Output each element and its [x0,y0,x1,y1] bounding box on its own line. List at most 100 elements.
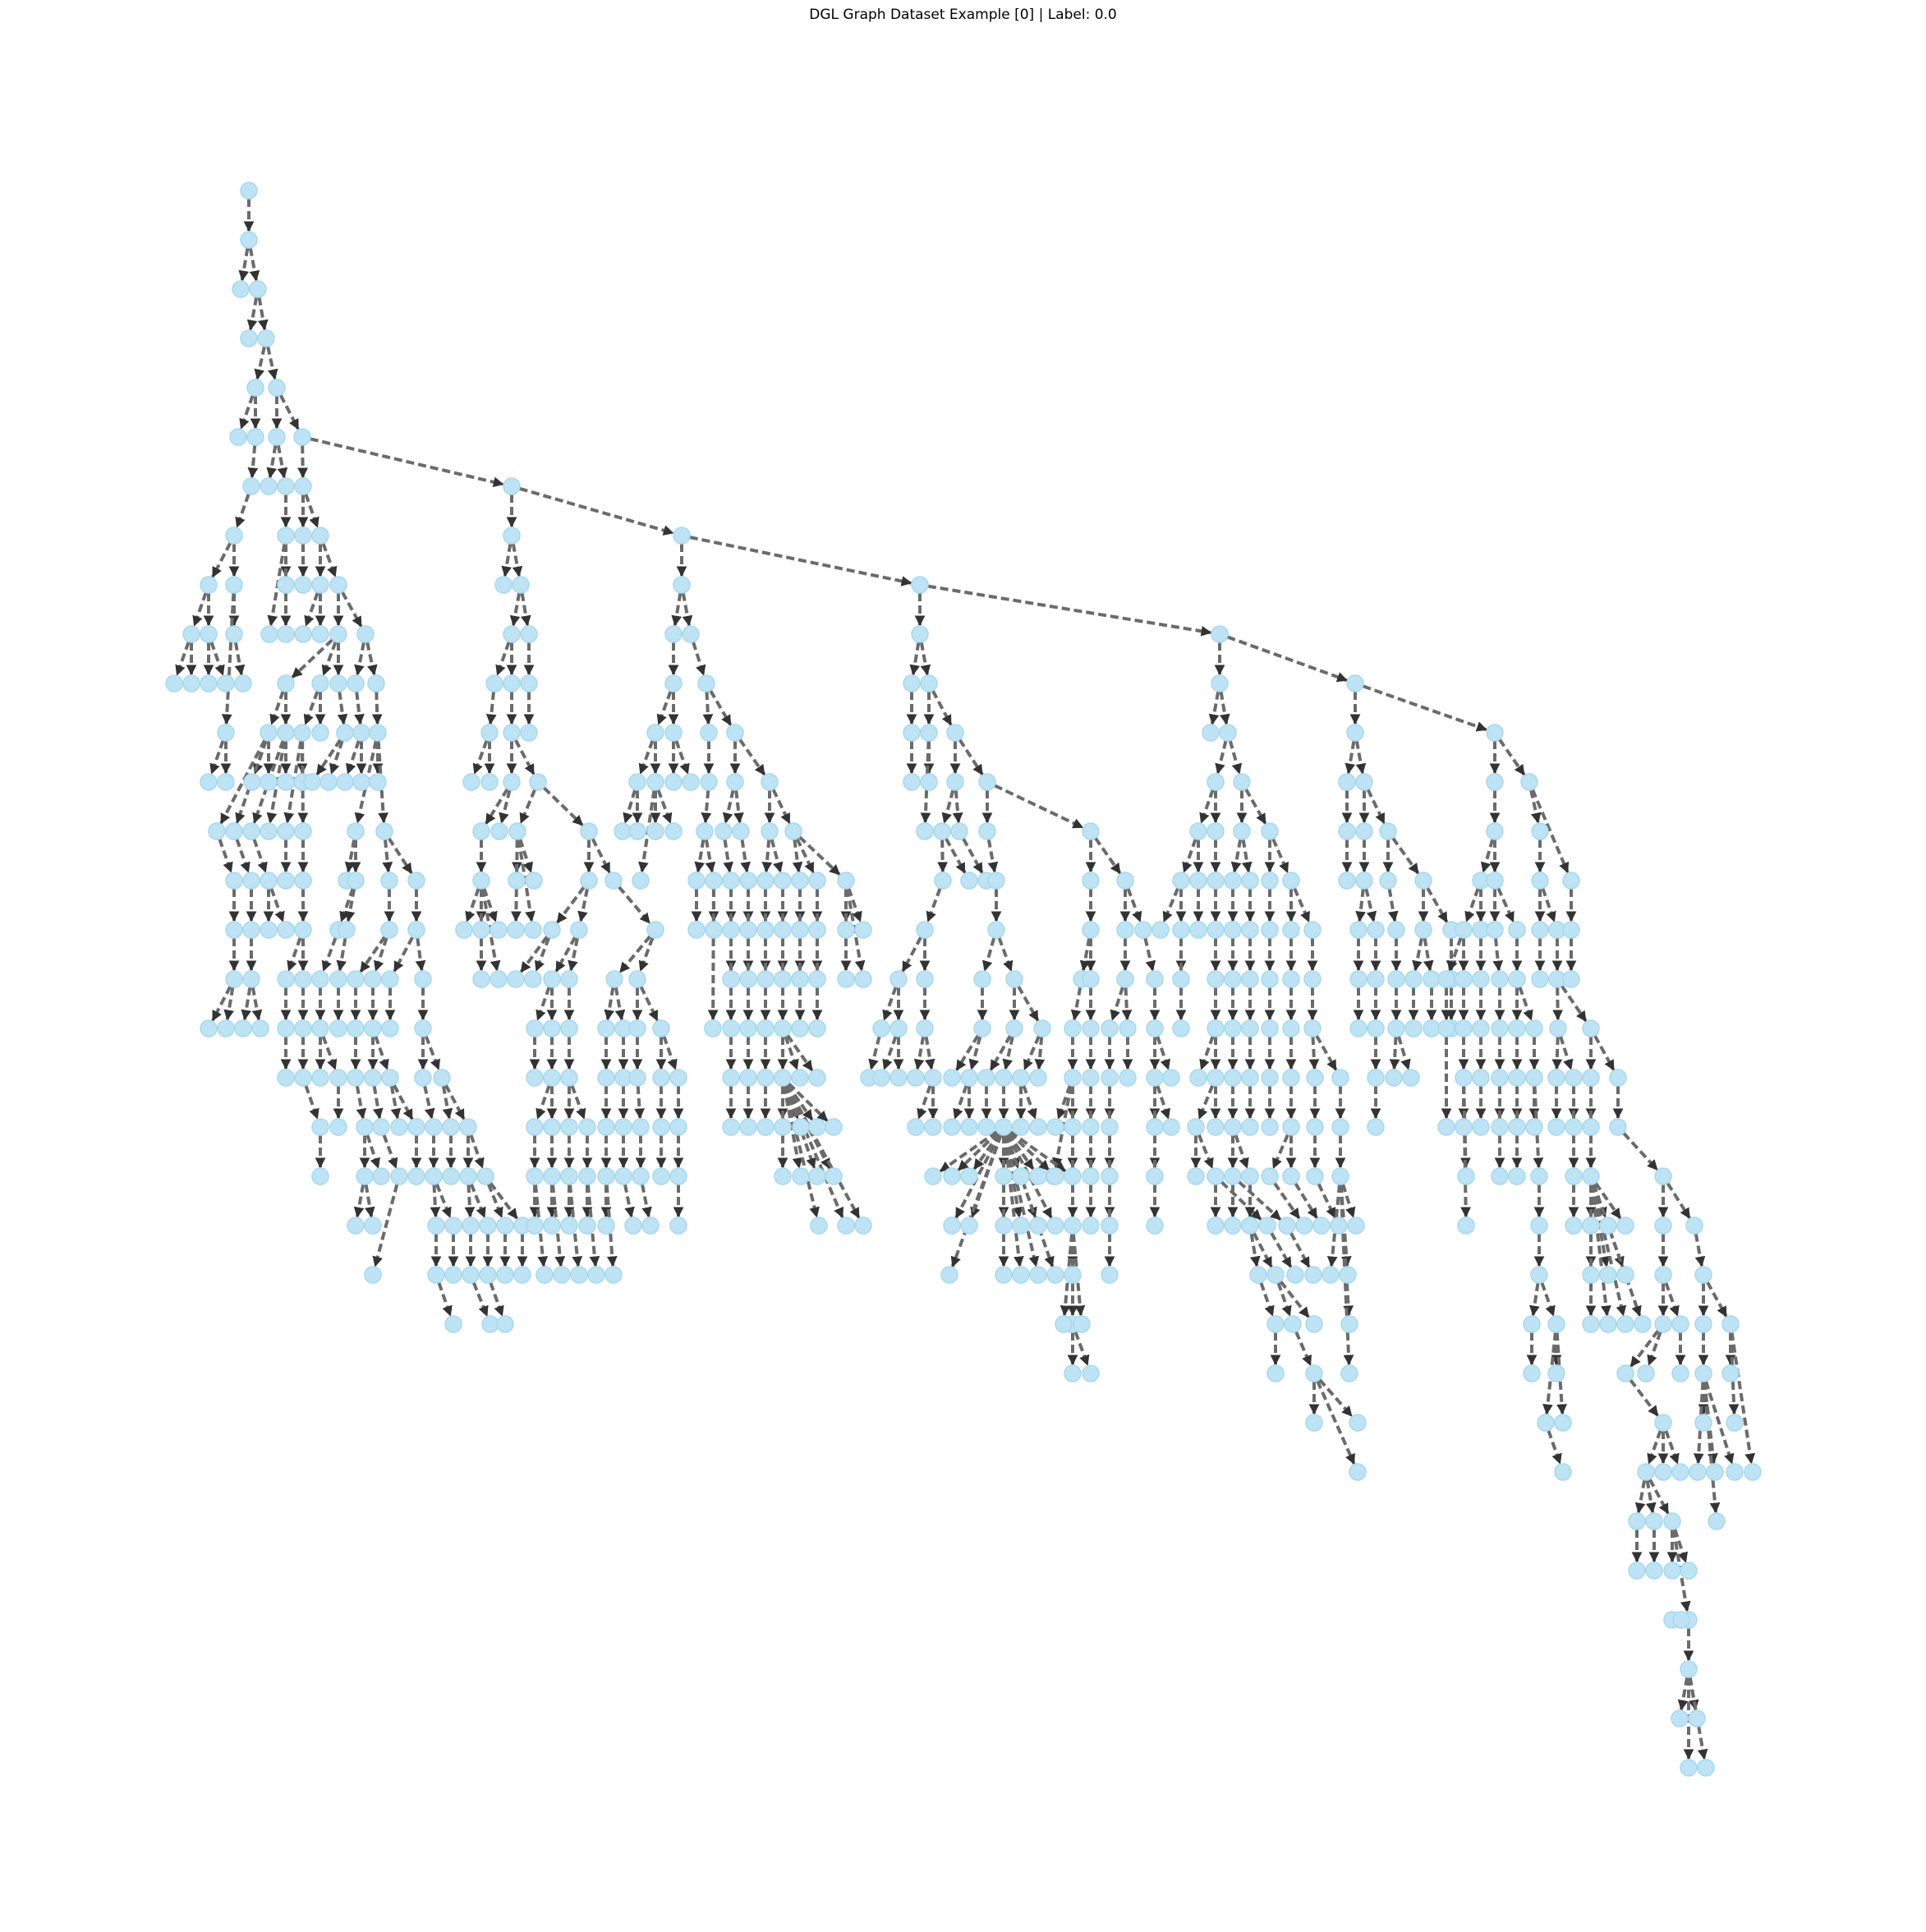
graph-node [369,724,387,742]
graph-node [664,625,683,643]
graph-node [1599,1266,1617,1284]
graph-edge [787,1082,829,1122]
graph-edge [382,839,393,873]
graph-node [1224,1019,1242,1037]
graph-edge [958,738,984,775]
graph-node [792,1167,810,1185]
graph-node [1258,1217,1276,1235]
graph-node [756,1118,775,1136]
graph-node [1339,1266,1357,1284]
graph-node [543,970,561,988]
graph-node [1694,1266,1712,1284]
graph-node [1599,1217,1617,1235]
graph-node [1486,921,1504,939]
graph-node [973,1019,991,1037]
graph-edge [1594,1182,1622,1220]
graph-node [1101,1217,1119,1235]
graph-edge [513,738,536,775]
graph-node [664,674,683,692]
graph-node [520,724,538,742]
graph-edge [785,1083,861,1219]
graph-node [1207,773,1225,791]
graph-edge [919,642,931,676]
graph-edge [939,1130,998,1173]
graph-node [1414,872,1432,890]
graph-node [1303,921,1322,939]
graph-node [1457,1167,1475,1185]
graph-edge [1008,1131,1050,1171]
graph-node [200,1019,218,1037]
graph-edge [1279,1280,1310,1318]
graph-node [960,1069,978,1087]
graph-node [1565,1069,1583,1087]
graph-node [1261,872,1279,890]
graph-node [1531,970,1549,988]
graph-node [722,872,740,890]
graph-node [1189,1069,1207,1087]
graph-node [1387,970,1405,988]
graph-node [1146,1118,1164,1136]
graph-node [632,1167,650,1185]
graph-edge [354,642,365,676]
graph-node [242,822,260,840]
graph-node [512,576,530,594]
graph-node [916,1019,934,1037]
graph-node [924,1069,942,1087]
graph-node [1282,1167,1300,1185]
graph-edge [471,1281,489,1317]
graph-node [808,1118,826,1136]
graph-node [1012,1266,1030,1284]
graph-edge [662,1035,678,1070]
graph-node [1721,1364,1740,1382]
graph-node [1189,822,1207,840]
graph-node [242,970,260,988]
graph-node [1119,1019,1137,1037]
graph-edge [1464,887,1480,922]
graph-edge [1547,1429,1562,1465]
graph-node [1322,1266,1340,1284]
graph-edge [957,1131,1000,1171]
graph-node [1146,1069,1164,1087]
graph-edge [241,987,252,1021]
graph-node [526,1019,544,1037]
graph-node [1637,1463,1655,1481]
graph-node [1547,1315,1565,1333]
graph-edge [1156,1035,1170,1070]
graph-node [597,1217,615,1235]
graph-node [294,822,312,840]
graph-node [652,1019,670,1037]
graph-node [433,1069,451,1087]
graph-node [1331,1167,1349,1185]
graph-node [1537,1414,1555,1432]
graph-edge [365,642,378,676]
graph-node [1414,921,1432,939]
graph-node [472,921,490,939]
graph-edge [994,784,1084,830]
graph-node [277,872,295,890]
graph-node [977,1069,995,1087]
graph-edge [218,838,233,873]
graph-edge [235,493,251,528]
graph-edge [623,1184,635,1218]
graph-edge [1492,937,1504,972]
graph-edge [784,1084,844,1219]
graph-node [524,921,542,939]
graph-edge [1706,1281,1728,1318]
graph-edge [341,591,363,628]
graph-edge [1197,1134,1214,1169]
graph-node [995,1217,1013,1235]
graph-node [960,1217,978,1235]
graph-node [682,773,700,791]
graph-node [943,1069,961,1087]
graph-edge [1003,1134,1024,1267]
graph-node [722,1019,740,1037]
graph-node [916,970,934,988]
graph-edge [372,1184,399,1267]
graph-node [628,773,646,791]
graph-node [1151,921,1170,939]
graph-node [543,1167,561,1185]
graph-node [933,822,951,840]
graph-node [646,921,664,939]
graph-node [1202,724,1220,742]
graph-edge [953,1084,968,1120]
